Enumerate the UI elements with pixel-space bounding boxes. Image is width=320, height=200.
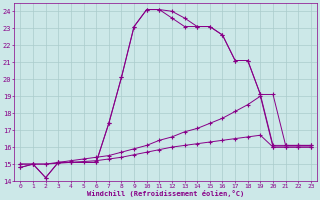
X-axis label: Windchill (Refroidissement éolien,°C): Windchill (Refroidissement éolien,°C)	[87, 190, 244, 197]
